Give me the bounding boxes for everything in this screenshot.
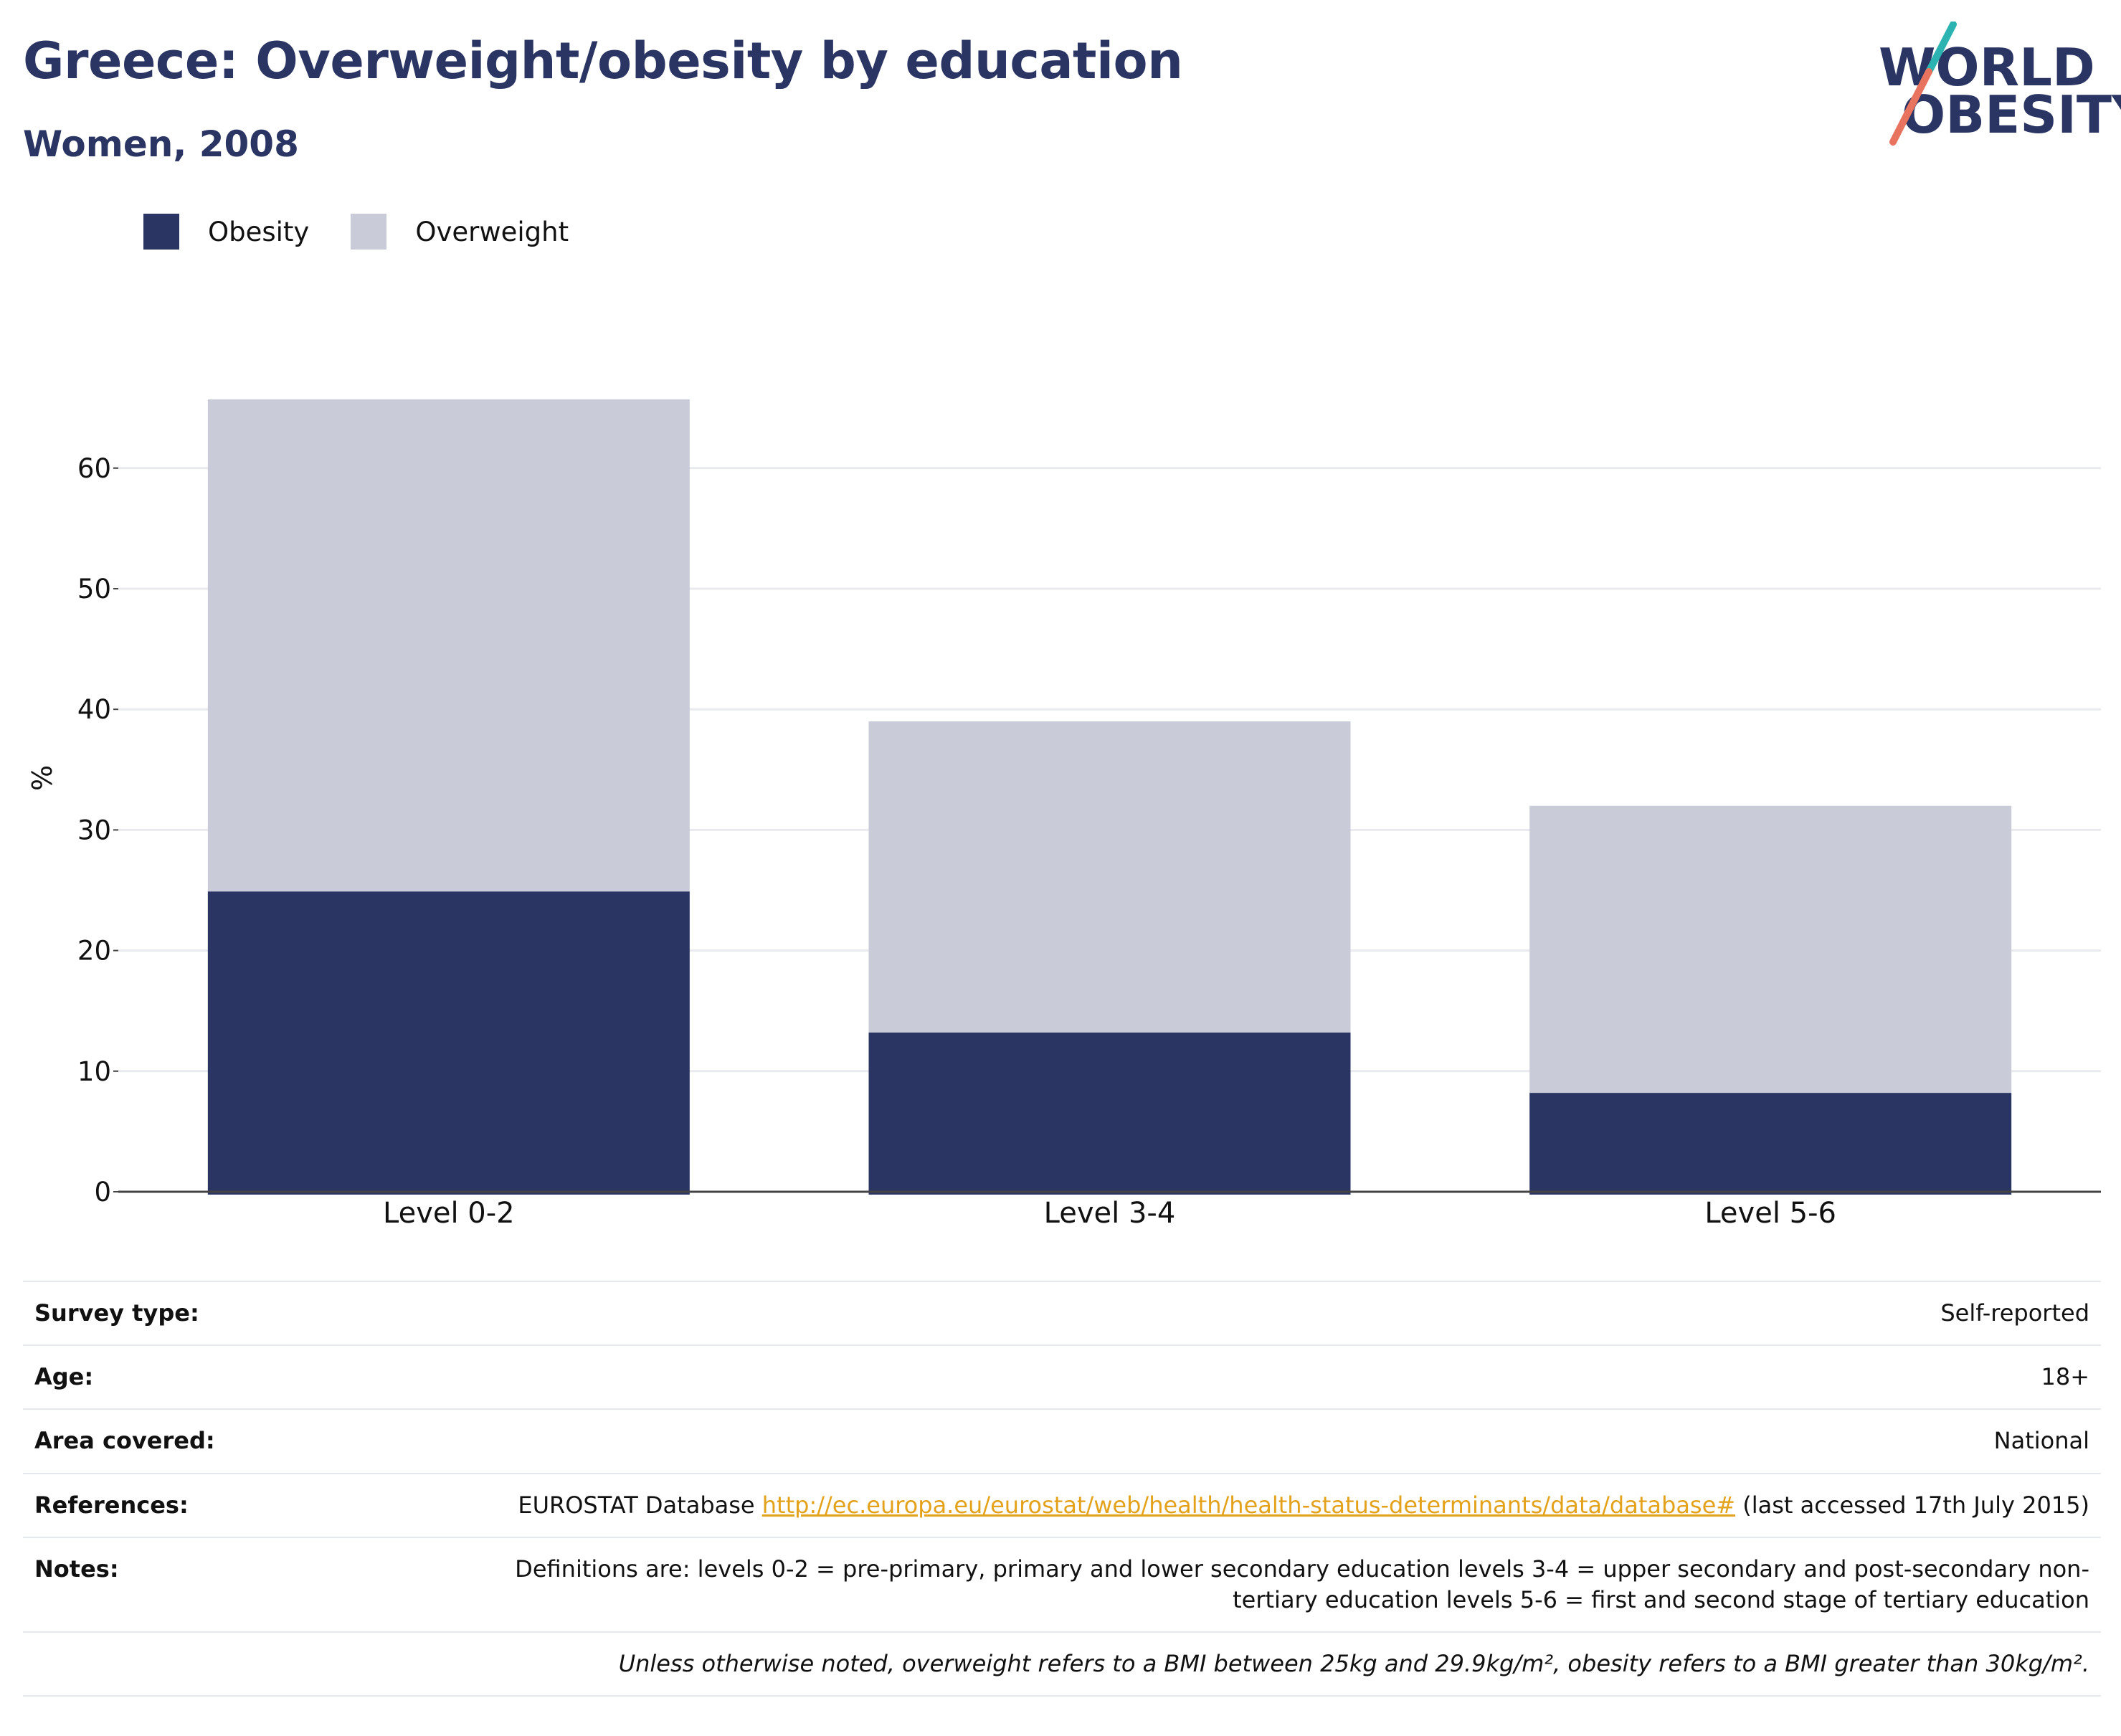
- logo-slash-icon: [1889, 22, 1957, 146]
- references-link[interactable]: http://ec.europa.eu/eurostat/web/health/…: [761, 1491, 1736, 1519]
- y-tick-label: 30: [77, 815, 111, 845]
- notes-value: Definitions are: levels 0-2 = pre-primar…: [419, 1536, 2101, 1633]
- bar-overweight: [207, 399, 690, 892]
- bmi-footnote: Unless otherwise noted, overweight refer…: [23, 1631, 2101, 1697]
- y-tick-label: 40: [77, 694, 111, 725]
- y-tick-label: 10: [77, 1056, 111, 1087]
- metadata-table: Survey type: Self-reported Age: 18+ Area…: [23, 1280, 2101, 1697]
- references-label: References:: [23, 1472, 419, 1537]
- area-covered-value: National: [419, 1408, 2101, 1474]
- table-row: Survey type: Self-reported: [23, 1280, 2101, 1346]
- legend-label-obesity: Obesity: [208, 216, 310, 247]
- legend-item-overweight[interactable]: Overweight: [351, 214, 569, 250]
- y-tick-label: 0: [94, 1177, 111, 1208]
- references-prefix: EUROSTAT Database: [518, 1491, 762, 1519]
- page-title: Greece: Overweight/obesity by education: [23, 32, 1183, 90]
- references-value: EUROSTAT Database http://ec.europa.eu/eu…: [419, 1472, 2101, 1537]
- legend-swatch-obesity: [143, 214, 179, 250]
- bar-obesity: [868, 1032, 1351, 1195]
- logo-text-line2: OBESITY: [1902, 85, 2121, 145]
- bar-obesity: [207, 891, 690, 1195]
- table-row: Age: 18+: [23, 1344, 2101, 1410]
- x-tick-label: Level 5-6: [1704, 1197, 1836, 1230]
- chart-legend: Obesity Overweight: [143, 214, 610, 250]
- legend-swatch-overweight: [351, 214, 387, 250]
- legend-item-obesity[interactable]: Obesity: [143, 214, 309, 250]
- survey-type-value: Self-reported: [419, 1280, 2101, 1346]
- logo-text-line1: WORLD: [1879, 37, 2095, 98]
- table-row: Unless otherwise noted, overweight refer…: [23, 1631, 2101, 1697]
- bar-obesity: [1529, 1093, 2012, 1195]
- bar-overweight: [1529, 805, 2012, 1094]
- x-tick-label: Level 3-4: [1044, 1197, 1176, 1230]
- bar-overweight: [868, 721, 1351, 1033]
- references-suffix: (last accessed 17th July 2015): [1735, 1491, 2089, 1519]
- page-subtitle: Women, 2008: [23, 123, 299, 165]
- area-covered-label: Area covered:: [23, 1408, 419, 1474]
- age-value: 18+: [419, 1344, 2101, 1410]
- age-label: Age:: [23, 1344, 419, 1410]
- world-obesity-logo: WORLD OBESITY: [1864, 22, 2121, 151]
- table-row: Notes: Definitions are: levels 0-2 = pre…: [23, 1536, 2101, 1633]
- x-tick-label: Level 0-2: [383, 1197, 515, 1230]
- legend-label-overweight: Overweight: [415, 216, 569, 247]
- y-tick-label: 60: [77, 453, 111, 484]
- y-axis-label: %: [27, 765, 58, 791]
- bar-chart: 0 10 20 30 40 50 60% Level 0-2 Level 3-4 Level 5-…: [27, 399, 2101, 1230]
- y-tick-label: 50: [77, 574, 111, 604]
- table-row: Area covered: National: [23, 1408, 2101, 1474]
- table-row: References: EUROSTAT Database http://ec.…: [23, 1472, 2101, 1537]
- notes-label: Notes:: [23, 1536, 419, 1633]
- survey-type-label: Survey type:: [23, 1280, 419, 1346]
- y-tick-label: 20: [77, 936, 111, 967]
